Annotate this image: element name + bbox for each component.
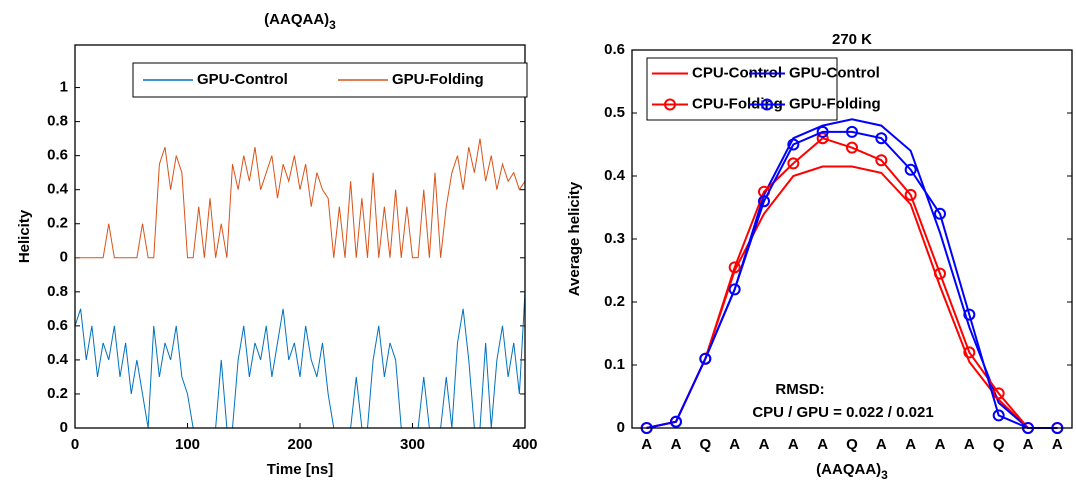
x-axis-label: Time [ns]: [267, 461, 333, 478]
legend-label: GPU-Folding: [392, 71, 484, 88]
x-tick-label: A: [1023, 436, 1034, 453]
x-tick-label: A: [641, 436, 652, 453]
x-axis-label: (AAQAA)3: [816, 461, 888, 482]
x-tick-label: A: [876, 436, 887, 453]
series-marker: [992, 409, 1005, 422]
series-marker: [934, 207, 946, 220]
y-axis-label: Average helicity: [566, 181, 583, 296]
x-tick-label: 0: [71, 436, 79, 453]
y-axis-label: Helicity: [16, 209, 33, 263]
x-tick-label: A: [729, 436, 740, 453]
x-label-text: (AAQAA): [816, 461, 881, 478]
series-marker: [816, 125, 829, 138]
x-tick-label: 400: [512, 436, 537, 453]
y-tick-label: 0: [617, 419, 625, 436]
legend-label: GPU-Control: [789, 64, 880, 81]
y-tick-label: 0.8: [47, 283, 68, 300]
legend-label: CPU-Folding: [692, 95, 783, 112]
series-marker: [904, 163, 917, 176]
annotation: CPU / GPU = 0.022 / 0.021: [752, 404, 933, 421]
x-label-text: Time [ns]: [267, 461, 333, 478]
x-tick-label: Q: [993, 436, 1005, 453]
y-tick-label: 0.6: [47, 147, 68, 164]
legend-marker: [761, 98, 773, 111]
series-marker: [728, 261, 741, 274]
legend-marker: [664, 98, 676, 111]
series-line: [75, 138, 526, 259]
x-tick-label: A: [964, 436, 975, 453]
series-marker: [670, 415, 682, 428]
x-tick-label: A: [935, 436, 946, 453]
series-marker: [875, 154, 888, 167]
title-text: (AAQAA): [264, 11, 329, 28]
y-tick-label: 0.2: [47, 215, 68, 232]
y-tick-label: 0.6: [47, 317, 68, 334]
y-tick-label: 0: [60, 249, 68, 266]
series-marker: [846, 125, 858, 138]
annotation: RMSD:: [775, 381, 824, 398]
series-marker: [934, 267, 946, 280]
series-marker: [699, 352, 712, 365]
series-marker: [846, 141, 858, 154]
x-tick-label: 300: [400, 436, 425, 453]
series-marker: [904, 188, 917, 201]
y-tick-label: 0.2: [604, 293, 625, 310]
series-marker: [728, 283, 741, 296]
y-tick-label: 0.4: [604, 167, 626, 184]
y-tick-label: 0.4: [47, 181, 69, 198]
series-line: [646, 137, 1058, 429]
legend-label: GPU-Control: [197, 71, 288, 88]
series-marker: [992, 387, 1005, 400]
y-tick-label: 0.8: [47, 113, 68, 130]
legend-label: GPU-Folding: [789, 95, 881, 112]
x-tick-label: A: [817, 436, 828, 453]
y-tick-label: 0.5: [604, 104, 625, 121]
y-tick-label: 0.3: [604, 230, 625, 247]
series-line: [646, 130, 1058, 429]
y-tick-label: 0.6: [604, 41, 625, 58]
x-tick-label: 200: [287, 436, 312, 453]
x-tick-label: A: [671, 436, 682, 453]
x-tick-label: 100: [175, 436, 200, 453]
y-tick-label: 0.2: [47, 385, 68, 402]
legend-box: [646, 57, 838, 121]
title-text: 270 K: [832, 31, 872, 48]
series-marker: [816, 132, 829, 145]
y-tick-label: 0: [60, 419, 68, 436]
legend-box: [132, 62, 528, 98]
x-tick-label: Q: [699, 436, 711, 453]
series-marker: [963, 308, 976, 321]
x-tick-label: A: [759, 436, 770, 453]
x-tick-label: A: [905, 436, 916, 453]
x-tick-label: A: [788, 436, 799, 453]
series-marker: [758, 195, 770, 208]
series-marker: [963, 346, 976, 359]
x-tick-label: A: [1052, 436, 1063, 453]
chart-title: 270 K: [832, 31, 872, 48]
series-marker: [787, 138, 800, 151]
y-tick-label: 1: [60, 79, 68, 96]
y-tick-label: 0.4: [47, 351, 69, 368]
plot-frame: [631, 49, 1073, 429]
plot-frame: [74, 44, 526, 429]
x-label-subscript: 3: [881, 468, 888, 482]
y-tick-label: 0.1: [604, 356, 625, 373]
x-tick-label: Q: [846, 436, 858, 453]
series-marker: [875, 132, 888, 145]
series-marker: [787, 157, 800, 170]
series-line: [74, 291, 526, 429]
legend-label: CPU-Control: [692, 64, 782, 81]
title-subscript: 3: [329, 18, 336, 32]
chart-title: (AAQAA)3: [264, 11, 336, 32]
